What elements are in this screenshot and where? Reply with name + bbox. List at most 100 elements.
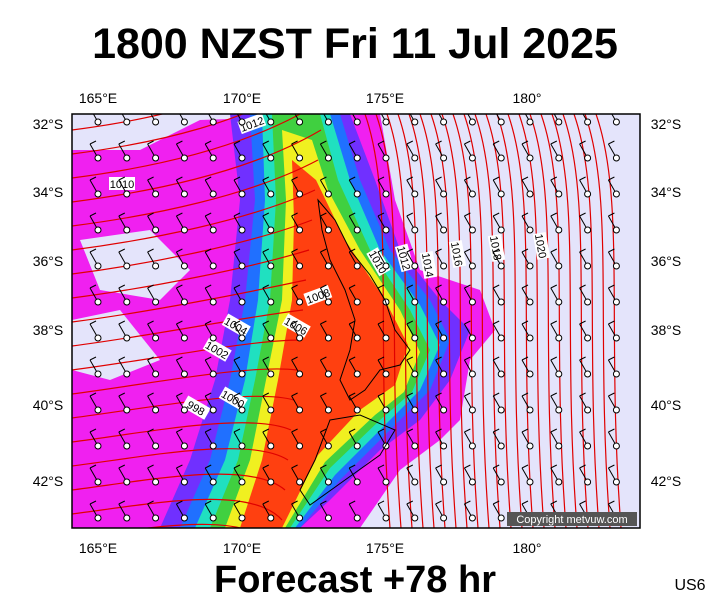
wind-barb [406, 248, 414, 253]
station [324, 118, 332, 126]
wind-barb [492, 356, 500, 361]
isobar [72, 448, 289, 467]
station [296, 118, 304, 126]
station [238, 442, 246, 450]
wind-barb [464, 140, 471, 145]
isobar [386, 114, 413, 528]
wind-barb [233, 176, 241, 181]
wind-barb [435, 140, 442, 145]
wind-barb [464, 212, 471, 217]
station [440, 226, 448, 234]
isobar [474, 114, 501, 528]
wind-barb [89, 212, 97, 217]
wind-barb [521, 140, 529, 145]
isobar [72, 114, 165, 131]
wind-barb [147, 212, 154, 217]
station [324, 226, 332, 234]
wind-barb [406, 428, 414, 433]
wind-barb [579, 248, 586, 253]
station [152, 478, 160, 486]
copyright-box [507, 512, 637, 526]
station [382, 370, 390, 378]
station [382, 226, 390, 234]
station [526, 370, 534, 378]
wind-barb [608, 500, 615, 505]
wind-barb [204, 428, 212, 433]
station [497, 118, 505, 126]
station [382, 478, 390, 486]
station [94, 154, 102, 162]
station [94, 298, 102, 306]
wind-barb [550, 428, 558, 433]
isobar-label-text: 1020 [532, 233, 548, 259]
station [382, 334, 390, 342]
lon-label-bottom: 170°E [223, 540, 261, 556]
station [296, 370, 304, 378]
wind-barb [608, 320, 615, 325]
wind-barb [492, 320, 500, 325]
wind-barb [320, 464, 327, 469]
wind-barb [406, 284, 414, 289]
lon-label-top: 175°E [366, 90, 404, 106]
station [180, 190, 188, 198]
wind-barb [320, 500, 327, 505]
wind-barb [377, 212, 385, 217]
station [497, 442, 505, 450]
station [497, 370, 505, 378]
station [94, 478, 102, 486]
wind-barb [262, 320, 270, 325]
wind-barb [608, 356, 615, 361]
wind-barb [608, 212, 615, 217]
station [94, 514, 102, 522]
wind-barb [291, 428, 298, 433]
station [267, 298, 275, 306]
wind-barb [320, 105, 326, 108]
wind-barb [320, 356, 327, 361]
station [238, 514, 246, 522]
lat-label-right: 32°S [651, 116, 682, 132]
station [440, 478, 448, 486]
isobar-label-bg [448, 239, 467, 268]
wind-barb [176, 392, 183, 397]
isobar [72, 422, 292, 443]
station [324, 514, 332, 522]
wind-barb [406, 356, 414, 361]
station [555, 118, 563, 126]
wind-barb [204, 176, 212, 181]
wind-barb [550, 392, 558, 397]
wind-barb [118, 392, 126, 397]
station [238, 226, 246, 234]
wind-barb [435, 500, 442, 505]
wind-barb [89, 176, 97, 181]
station [296, 478, 304, 486]
station [353, 190, 361, 198]
station [238, 262, 246, 270]
wind-barb [147, 392, 154, 397]
wind-barb [550, 284, 558, 289]
station [526, 298, 534, 306]
station [296, 226, 304, 234]
model-code: US6 [674, 577, 705, 594]
wind-barb [320, 392, 327, 397]
wind-barb [233, 284, 241, 289]
station [267, 406, 275, 414]
wind-barb [89, 464, 97, 469]
wind-barb [550, 176, 558, 181]
isobar [72, 159, 319, 227]
station [612, 190, 620, 198]
wind-barb [89, 428, 97, 433]
wind-barb [233, 428, 241, 433]
station [209, 406, 217, 414]
wind-barb [492, 212, 500, 217]
wind-barb [406, 140, 414, 145]
station [468, 190, 476, 198]
wind-barb [176, 176, 183, 181]
station [411, 334, 419, 342]
station [123, 154, 131, 162]
station [94, 370, 102, 378]
isobar [72, 189, 316, 251]
wind-barb [262, 356, 270, 361]
station [238, 118, 246, 126]
wind-barb [492, 392, 500, 397]
station [152, 262, 160, 270]
